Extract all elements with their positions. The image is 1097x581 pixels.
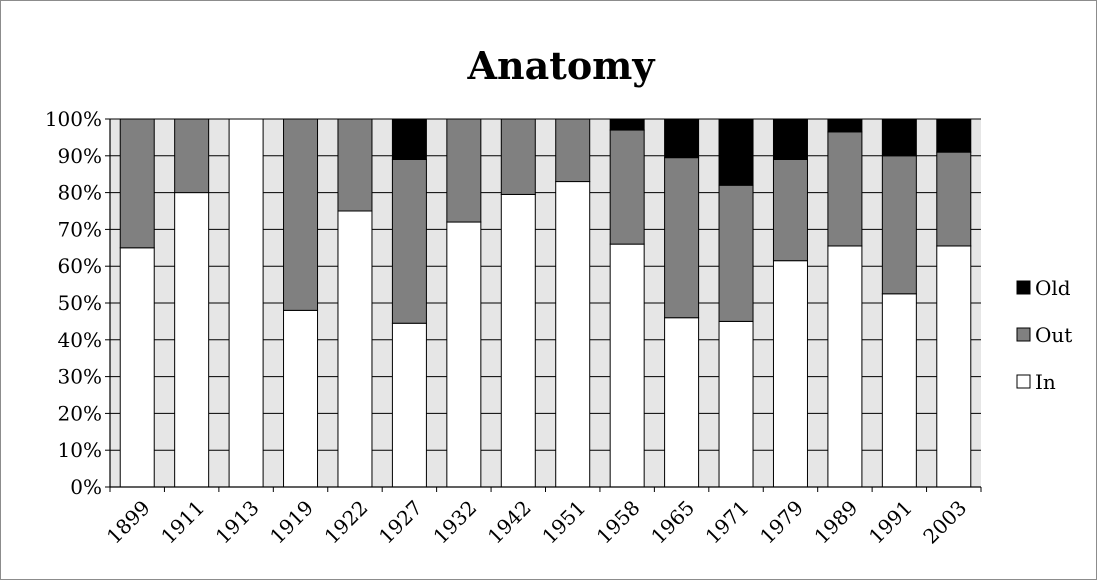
bar-old-1958 (609, 118, 645, 131)
bar-in-1951 (555, 181, 591, 488)
bar-out-1979 (772, 158, 808, 262)
x-axis: 1899 1911 1913 1919 1922 1927 1932 1942 1951 1958… (102, 487, 982, 549)
bar-old-1927 (391, 118, 427, 160)
bar-in-1991 (881, 293, 917, 488)
y-axis: 0% 10% 20% 30% 40% 50% 60% 70% 80% 90% 100% (45, 107, 110, 499)
legend: Old Out In (1016, 276, 1072, 394)
bar-in-1932 (446, 221, 482, 488)
x-tick-label: 1942 (483, 496, 536, 549)
bar-out-1911 (174, 118, 210, 194)
bar-in-1919 (283, 309, 319, 488)
x-tick-label: 1911 (156, 496, 209, 549)
bar-in-1958 (609, 243, 645, 488)
y-tick-label: 60% (58, 254, 102, 278)
bar-old-1989 (827, 118, 863, 133)
x-tick-label: 1958 (592, 496, 645, 549)
bar-out-1942 (500, 118, 536, 195)
legend-swatch-in (1016, 374, 1031, 389)
bar-old-1971 (718, 118, 754, 186)
y-tick-label: 50% (58, 291, 102, 315)
bar-in-2003 (936, 245, 972, 488)
x-tick-label: 1913 (211, 496, 264, 549)
y-tick-label: 70% (58, 217, 102, 241)
x-tick-label: 1951 (537, 496, 590, 549)
bar-out-1932 (446, 118, 482, 223)
bar-in-1989 (827, 245, 863, 488)
y-tick-label: 40% (58, 328, 102, 352)
bar-out-1991 (881, 155, 917, 295)
x-tick-label: 1927 (374, 496, 427, 549)
legend-label-in: In (1035, 370, 1056, 394)
bar-old-1991 (881, 118, 917, 157)
bar-in-1927 (391, 322, 427, 488)
bar-in-1971 (718, 320, 754, 488)
legend-label-out: Out (1035, 323, 1072, 347)
bar-out-1927 (391, 158, 427, 324)
y-tick-label: 20% (58, 401, 102, 425)
legend-swatch-old (1016, 280, 1031, 295)
x-tick-label: 1979 (755, 496, 808, 549)
chart-title: Anatomy (467, 43, 656, 88)
bar-in-1965 (664, 317, 700, 488)
bar-out-1965 (664, 157, 700, 319)
bar-in-1899 (119, 247, 155, 488)
bar-out-1922 (337, 118, 373, 212)
plot-area (109, 118, 981, 488)
y-tick-label: 0% (70, 475, 102, 499)
x-tick-label: 2003 (918, 496, 971, 549)
y-tick-label: 80% (58, 181, 102, 205)
bar-out-1971 (718, 184, 754, 322)
bar-in-1911 (174, 192, 210, 488)
legend-swatch-out (1016, 327, 1031, 342)
x-tick-label: 1971 (701, 496, 754, 549)
bar-old-2003 (936, 118, 972, 153)
y-tick-label: 100% (45, 107, 102, 131)
x-tick-label: 1922 (320, 496, 373, 549)
x-tick-label: 1919 (265, 496, 318, 549)
y-tick-label: 90% (58, 144, 102, 168)
bar-old-1965 (664, 118, 700, 159)
bar-in-1942 (500, 193, 536, 488)
y-tick-label: 30% (58, 365, 102, 389)
x-tick-label: 1932 (428, 496, 481, 549)
legend-label-old: Old (1035, 276, 1071, 300)
bar-out-1919 (283, 118, 319, 311)
x-tick-label: 1965 (646, 496, 699, 549)
bar-old-1979 (772, 118, 808, 160)
bar-in-1913 (228, 118, 264, 488)
bar-in-1979 (772, 260, 808, 488)
bar-out-1899 (119, 118, 155, 249)
bar-out-1951 (555, 118, 591, 183)
y-tick-label: 10% (58, 438, 102, 462)
x-tick-label: 1899 (102, 496, 155, 549)
bar-out-1958 (609, 129, 645, 245)
x-tick-label: 1991 (864, 496, 917, 549)
bar-in-1922 (337, 210, 373, 488)
bar-out-2003 (936, 151, 972, 247)
x-tick-label: 1989 (809, 496, 862, 549)
bar-out-1989 (827, 131, 863, 247)
